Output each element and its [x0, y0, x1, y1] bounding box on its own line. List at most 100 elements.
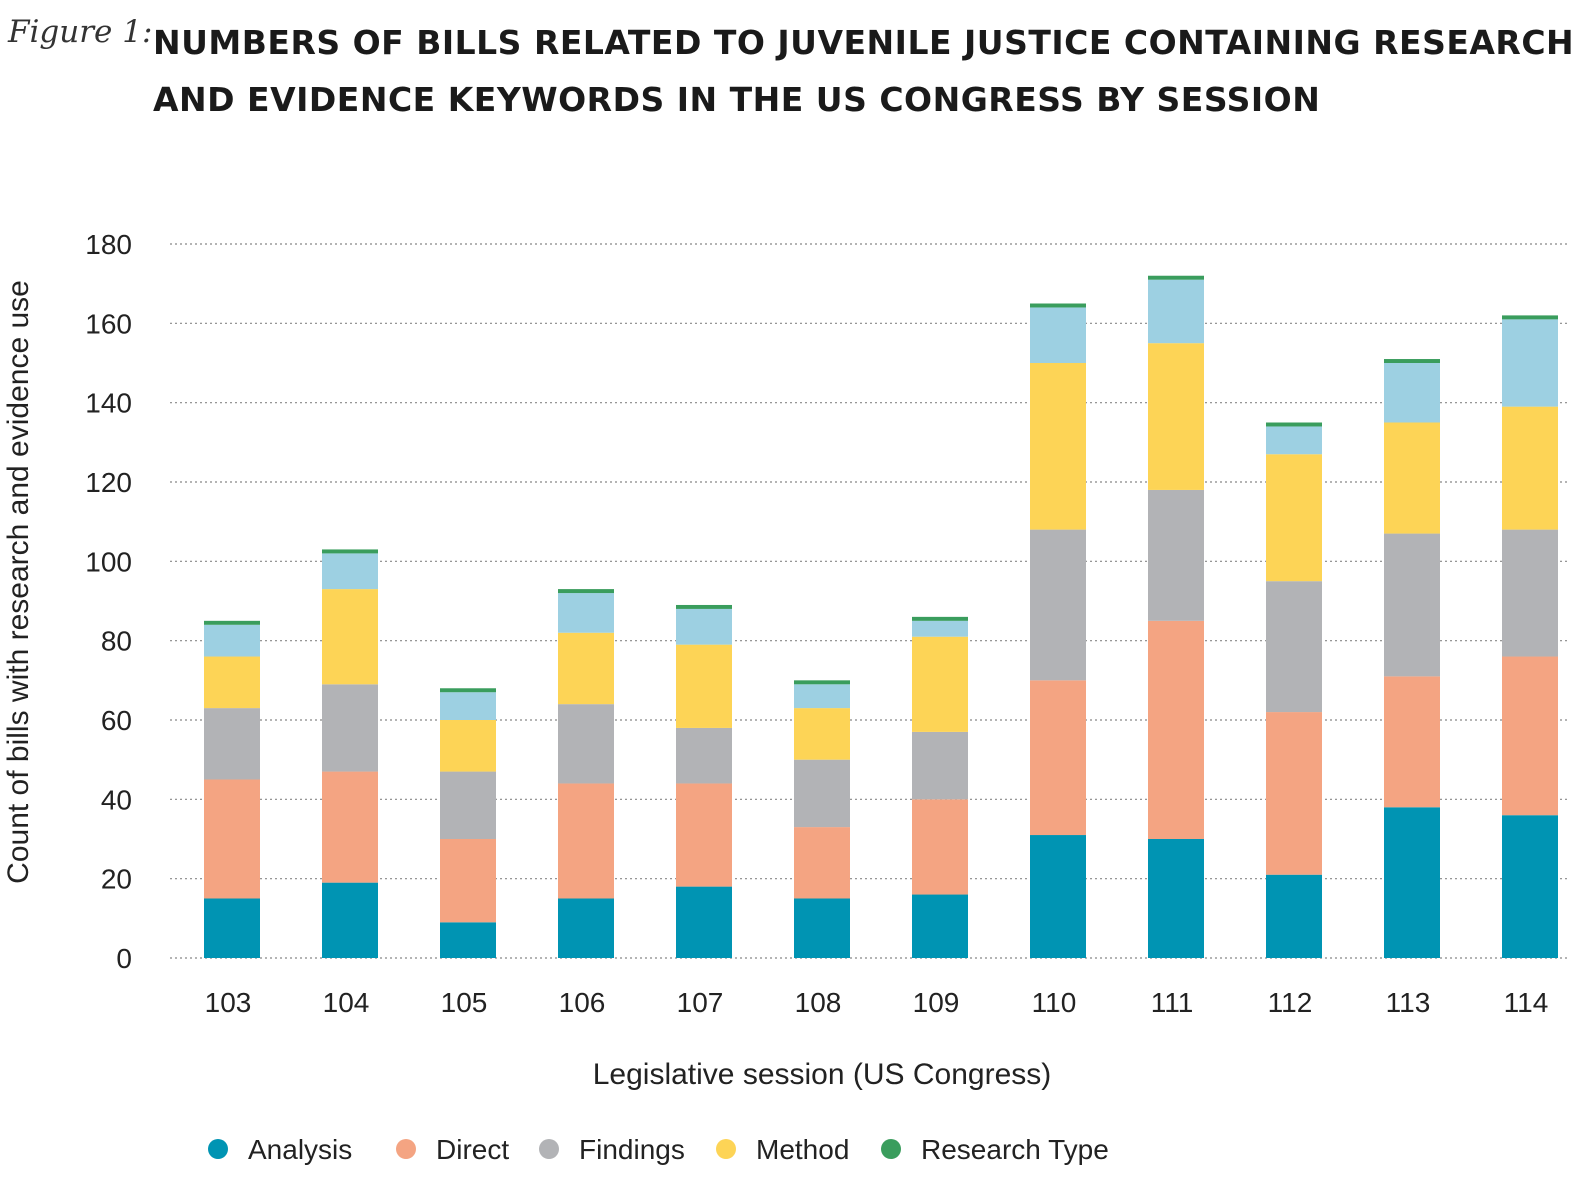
- legend-label: Analysis: [248, 1134, 352, 1165]
- x-tick-label: 104: [323, 987, 370, 1018]
- x-tick-label: 111: [1151, 987, 1194, 1018]
- bar-segment-analysis: [912, 894, 968, 958]
- bar-segment-other: [558, 593, 614, 633]
- bar-segment-findings: [1030, 529, 1086, 681]
- bar-segment-findings: [1384, 533, 1440, 677]
- y-tick-label: 20: [101, 864, 132, 895]
- bar-segment-method: [912, 636, 968, 732]
- figure-label: Figure 1:: [8, 14, 153, 50]
- bar-segment-method: [1266, 454, 1322, 582]
- bar-segment-analysis: [558, 898, 614, 958]
- x-tick-label: 113: [1386, 987, 1431, 1018]
- bar-segment-other: [794, 684, 850, 709]
- bar-segment-method: [322, 589, 378, 685]
- bar-segment-analysis: [204, 898, 260, 958]
- bar-segment-findings: [912, 731, 968, 800]
- x-tick-label: 106: [559, 987, 606, 1018]
- bar-segment-direct: [912, 799, 968, 895]
- bar-segment-method: [676, 644, 732, 728]
- bar-segment-findings: [322, 684, 378, 772]
- bar-segment-method: [204, 656, 260, 709]
- legend-marker: [881, 1139, 901, 1159]
- bar-segment-findings: [1148, 489, 1204, 621]
- legend-label: Direct: [436, 1134, 509, 1165]
- bar-segment-analysis: [1502, 815, 1558, 958]
- bar-segment-method: [794, 708, 850, 760]
- legend-marker: [396, 1139, 416, 1159]
- bar-segment-direct: [794, 827, 850, 899]
- bar-segment-findings: [794, 759, 850, 828]
- bar-segment-direct: [676, 783, 732, 887]
- bar-segment-other: [912, 620, 968, 637]
- bar-segment-direct: [1502, 656, 1558, 816]
- bar-segment-method: [1030, 363, 1086, 530]
- bar-segment-direct: [1266, 712, 1322, 875]
- bar-segment-other: [1030, 307, 1086, 363]
- bar-segment-analysis: [1384, 807, 1440, 958]
- bar-segment-method: [1148, 343, 1204, 490]
- bar-segment-direct: [440, 839, 496, 923]
- bar-segment-direct: [204, 779, 260, 899]
- y-tick-label: 0: [116, 943, 132, 974]
- bar-segment-findings: [676, 727, 732, 784]
- bar-segment-research-type: [912, 616, 968, 621]
- bar-segment-method: [1384, 422, 1440, 534]
- y-tick-label: 160: [85, 308, 132, 339]
- y-tick-label: 40: [101, 784, 132, 815]
- bar-segment-other: [204, 624, 260, 657]
- legend-label: Research Type: [921, 1134, 1109, 1165]
- y-tick-label: 180: [85, 229, 132, 260]
- bar-segment-research-type: [322, 549, 378, 554]
- y-tick-label: 80: [101, 626, 132, 657]
- bar-segment-other: [676, 608, 732, 645]
- bar-segment-direct: [1148, 620, 1204, 839]
- x-tick-label: 114: [1504, 987, 1549, 1018]
- x-tick-label: 107: [677, 987, 724, 1018]
- chart-title: NUMBERS OF BILLS RELATED TO JUVENILE JUS…: [153, 23, 1575, 119]
- x-tick-label: 112: [1268, 987, 1313, 1018]
- bar-segment-method: [558, 632, 614, 705]
- y-tick-label: 140: [85, 388, 132, 419]
- legend-marker: [716, 1139, 736, 1159]
- bar-segment-analysis: [322, 882, 378, 958]
- x-tick-label: 108: [795, 987, 842, 1018]
- bar-segment-analysis: [794, 898, 850, 958]
- y-axis-label: Count of bills with research and evidenc…: [2, 280, 35, 884]
- x-tick-label: 109: [913, 987, 960, 1018]
- bar-segment-research-type: [794, 680, 850, 685]
- bar-segment-other: [440, 692, 496, 720]
- bar-segment-research-type: [1030, 303, 1086, 308]
- bar-segment-other: [1502, 319, 1558, 407]
- bar-segment-other: [1266, 426, 1322, 455]
- bar-segment-method: [1502, 406, 1558, 530]
- bar-segment-analysis: [676, 886, 732, 958]
- bar-segment-analysis: [1030, 835, 1086, 958]
- bar-segment-research-type: [1148, 275, 1204, 280]
- bar-segment-research-type: [440, 688, 496, 693]
- bar-segment-analysis: [1266, 874, 1322, 958]
- bar-segment-method: [440, 720, 496, 772]
- bar-segment-direct: [1384, 676, 1440, 808]
- bar-segment-direct: [558, 783, 614, 899]
- bar-segment-direct: [1030, 680, 1086, 836]
- y-tick-label: 100: [85, 546, 132, 577]
- bar-segment-research-type: [204, 620, 260, 625]
- legend-marker: [539, 1139, 559, 1159]
- bar-segment-findings: [440, 771, 496, 839]
- bar-segment-analysis: [440, 922, 496, 958]
- bar-segment-other: [1148, 279, 1204, 344]
- bar-segment-research-type: [676, 604, 732, 609]
- x-axis-label: Legislative session (US Congress): [593, 1058, 1052, 1091]
- y-tick-label: 120: [85, 467, 132, 498]
- legend-label: Method: [756, 1134, 849, 1165]
- bar-segment-research-type: [558, 589, 614, 594]
- bar-segment-other: [1384, 363, 1440, 423]
- bar-segment-research-type: [1384, 359, 1440, 363]
- x-tick-label: 105: [441, 987, 488, 1018]
- x-tick-label: 110: [1032, 987, 1077, 1018]
- legend-label: Findings: [579, 1134, 685, 1165]
- y-tick-label: 60: [101, 705, 132, 736]
- legend-marker: [208, 1139, 228, 1159]
- bar-segment-analysis: [1148, 839, 1204, 958]
